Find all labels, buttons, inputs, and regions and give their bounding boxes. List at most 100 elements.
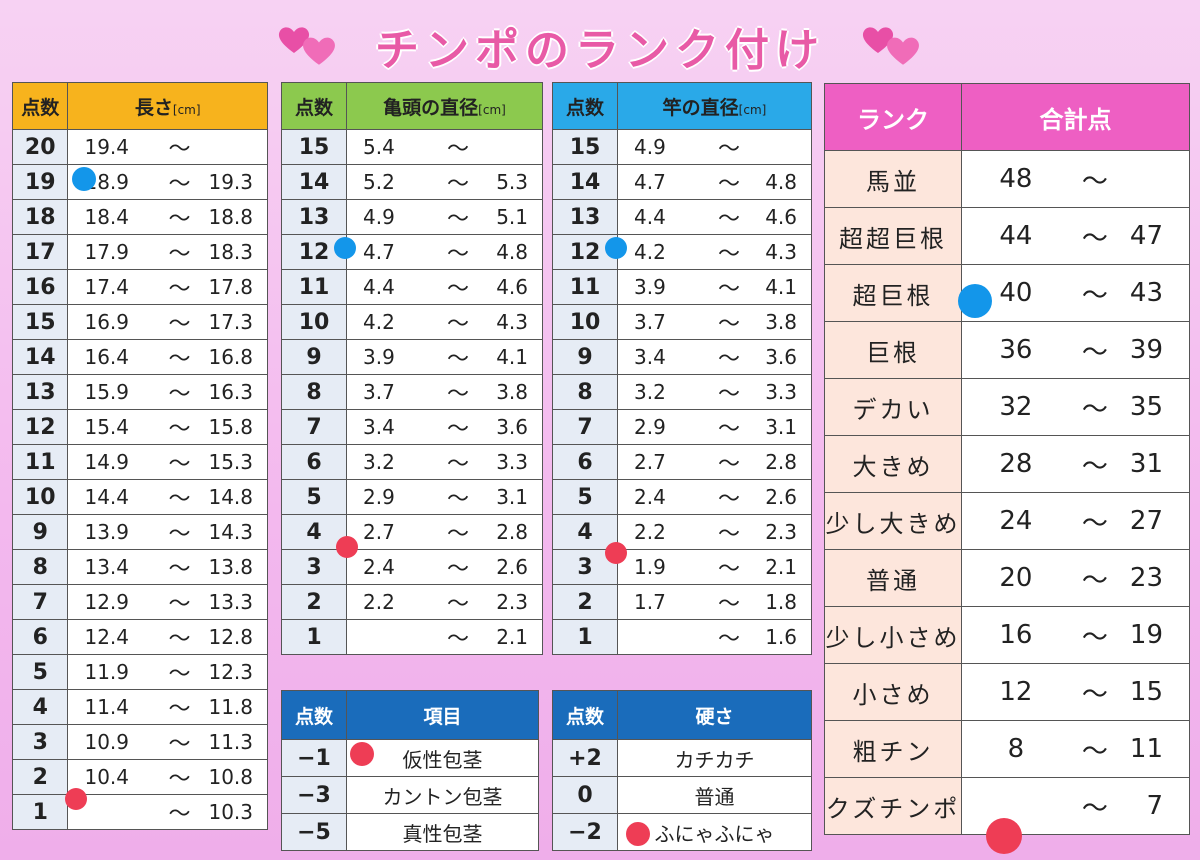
table-row: 7 3.4 〜 3.6 — [281, 409, 543, 445]
range-cell: 3.4 〜 3.6 — [346, 409, 543, 445]
title-bar: チンポのランク付け — [0, 14, 1200, 78]
points-cell: 6 — [281, 444, 347, 480]
shaft-table: 点数 竿の直径[cm] 15 4.9 〜 14 4.7 〜 4.8 13 4.4 〜 4.6 12 4.… — [552, 82, 812, 655]
rank-range: 48 〜 — [962, 151, 1189, 207]
range-cell: 〜 1.6 — [617, 619, 812, 655]
rank-name: 粗チン — [824, 720, 962, 778]
range-high: 15.8 — [208, 415, 253, 439]
range-tilde: 〜 — [717, 592, 740, 617]
range-high: 4.3 — [496, 310, 528, 334]
rank-high: 27 — [1129, 506, 1163, 536]
rank-name: 大きめ — [824, 435, 962, 493]
range-tilde: 〜 — [717, 347, 740, 372]
points-cell: 8 — [281, 374, 347, 410]
range-tilde: 〜 — [446, 277, 469, 302]
range-low: 5.4 — [363, 135, 395, 159]
table-row: 10 3.7 〜 3.8 — [552, 304, 812, 340]
range-tilde: 〜 — [446, 627, 469, 652]
table-row: 8 13.4 〜 13.8 — [11, 549, 268, 585]
range-high: 10.8 — [208, 765, 253, 789]
points-cell: 7 — [281, 409, 347, 445]
rank-row: クズチンポ〜 7 — [824, 777, 1191, 835]
table-row: 3 10.9 〜 11.3 — [11, 724, 268, 760]
range-cell: 10.4 〜 10.8 — [67, 759, 268, 795]
page-title: チンポのランク付け — [375, 25, 825, 76]
points-cell: 10 — [281, 304, 347, 340]
points-cell: −5 — [281, 813, 347, 851]
points-cell: 6 — [552, 444, 618, 480]
length-points-header: 点数 — [11, 82, 69, 130]
range-tilde: 〜 — [717, 522, 740, 547]
table-row: 17 17.9 〜 18.3 — [11, 234, 268, 270]
range: 15.9 〜 16.3 — [68, 375, 267, 409]
item-table-body: −1 仮性包茎 −3 カントン包茎 −5 真性包茎 — [281, 739, 539, 851]
range-high: 2.3 — [765, 520, 797, 544]
rank-tilde: 〜 — [1081, 565, 1108, 596]
rank-row: 超超巨根 44 〜 47 — [824, 207, 1191, 265]
rank-high: 31 — [1129, 449, 1163, 479]
points-cell: −3 — [281, 776, 347, 814]
range: 2.2 〜 2.3 — [347, 585, 542, 619]
points-cell: 9 — [11, 514, 69, 550]
range-high: 18.8 — [208, 205, 253, 229]
length-table: 点数 長さ[cm] 20 19.4 〜 19 18.9 〜 19.3 18 18.4 〜 18.8 1… — [11, 82, 268, 830]
range: 14.4 〜 14.8 — [68, 480, 267, 514]
rank-range: 44 〜 47 — [962, 208, 1189, 264]
rank-range-cell: 28 〜 31 — [960, 435, 1191, 493]
range-tilde: 〜 — [446, 592, 469, 617]
range-tilde: 〜 — [168, 627, 191, 652]
range-cell: 4.7 〜 4.8 — [617, 164, 812, 200]
points-cell: 2 — [11, 759, 69, 795]
table-row: 15 4.9 〜 — [552, 129, 812, 165]
range-low: 14.9 — [84, 450, 129, 474]
range-cell: 〜 2.1 — [346, 619, 543, 655]
range: 3.9 〜 4.1 — [347, 340, 542, 374]
range-cell: 18.9 〜 19.3 — [67, 164, 268, 200]
range: 3.9 〜 4.1 — [618, 270, 811, 304]
range-low: 2.9 — [634, 415, 666, 439]
range-cell: 4.2 〜 4.3 — [346, 304, 543, 340]
glans-table-body: 15 5.4 〜 14 5.2 〜 5.3 13 4.9 〜 5.1 12 4.7 〜 4.8 11 4.4 〜 4… — [281, 129, 543, 655]
range-cell: 4.4 〜 4.6 — [617, 199, 812, 235]
table-row: 0 普通 — [552, 776, 812, 814]
rank-tilde: 〜 — [1081, 736, 1108, 767]
rank-row: デカい 32 〜 35 — [824, 378, 1191, 436]
table-row: 4 2.2 〜 2.3 — [552, 514, 812, 550]
points-cell: 13 — [281, 199, 347, 235]
range-low: 4.2 — [634, 240, 666, 264]
rank-name: 超超巨根 — [824, 207, 962, 265]
hearts-left-icon — [277, 23, 339, 69]
table-row: −5 真性包茎 — [281, 813, 539, 851]
table-row: 4 2.7 〜 2.8 — [281, 514, 543, 550]
range-cell: 15.9 〜 16.3 — [67, 374, 268, 410]
range: 3.2 〜 3.3 — [618, 375, 811, 409]
points-cell: 8 — [11, 549, 69, 585]
range-high: 3.8 — [765, 310, 797, 334]
rank-header: ランク — [824, 83, 962, 151]
range-cell: 2.4 〜 2.6 — [346, 549, 543, 585]
range-tilde: 〜 — [717, 242, 740, 267]
table-row: 9 13.9 〜 14.3 — [11, 514, 268, 550]
rank-row: 馬並 48 〜 — [824, 150, 1191, 208]
range-high: 4.8 — [496, 240, 528, 264]
rank-range: 24 〜 27 — [962, 493, 1189, 549]
range: 11.9 〜 12.3 — [68, 655, 267, 689]
range: 4.7 〜 4.8 — [347, 235, 542, 269]
range: 〜 10.3 — [68, 795, 267, 829]
points-cell: 10 — [11, 479, 69, 515]
range-high: 15.3 — [208, 450, 253, 474]
rank-low: 28 — [999, 449, 1033, 479]
rank-range-cell: 8 〜 11 — [960, 720, 1191, 778]
range-high: 2.6 — [765, 485, 797, 509]
range-cell: 11.4 〜 11.8 — [67, 689, 268, 725]
range: 10.9 〜 11.3 — [68, 725, 267, 759]
range-tilde: 〜 — [168, 767, 191, 792]
range-tilde: 〜 — [717, 417, 740, 442]
points-cell: 14 — [281, 164, 347, 200]
range-high: 3.8 — [496, 380, 528, 404]
range-tilde: 〜 — [168, 487, 191, 512]
rank-range: 8 〜 11 — [962, 721, 1189, 777]
range: 3.4 〜 3.6 — [618, 340, 811, 374]
range-cell: 2.9 〜 3.1 — [617, 409, 812, 445]
